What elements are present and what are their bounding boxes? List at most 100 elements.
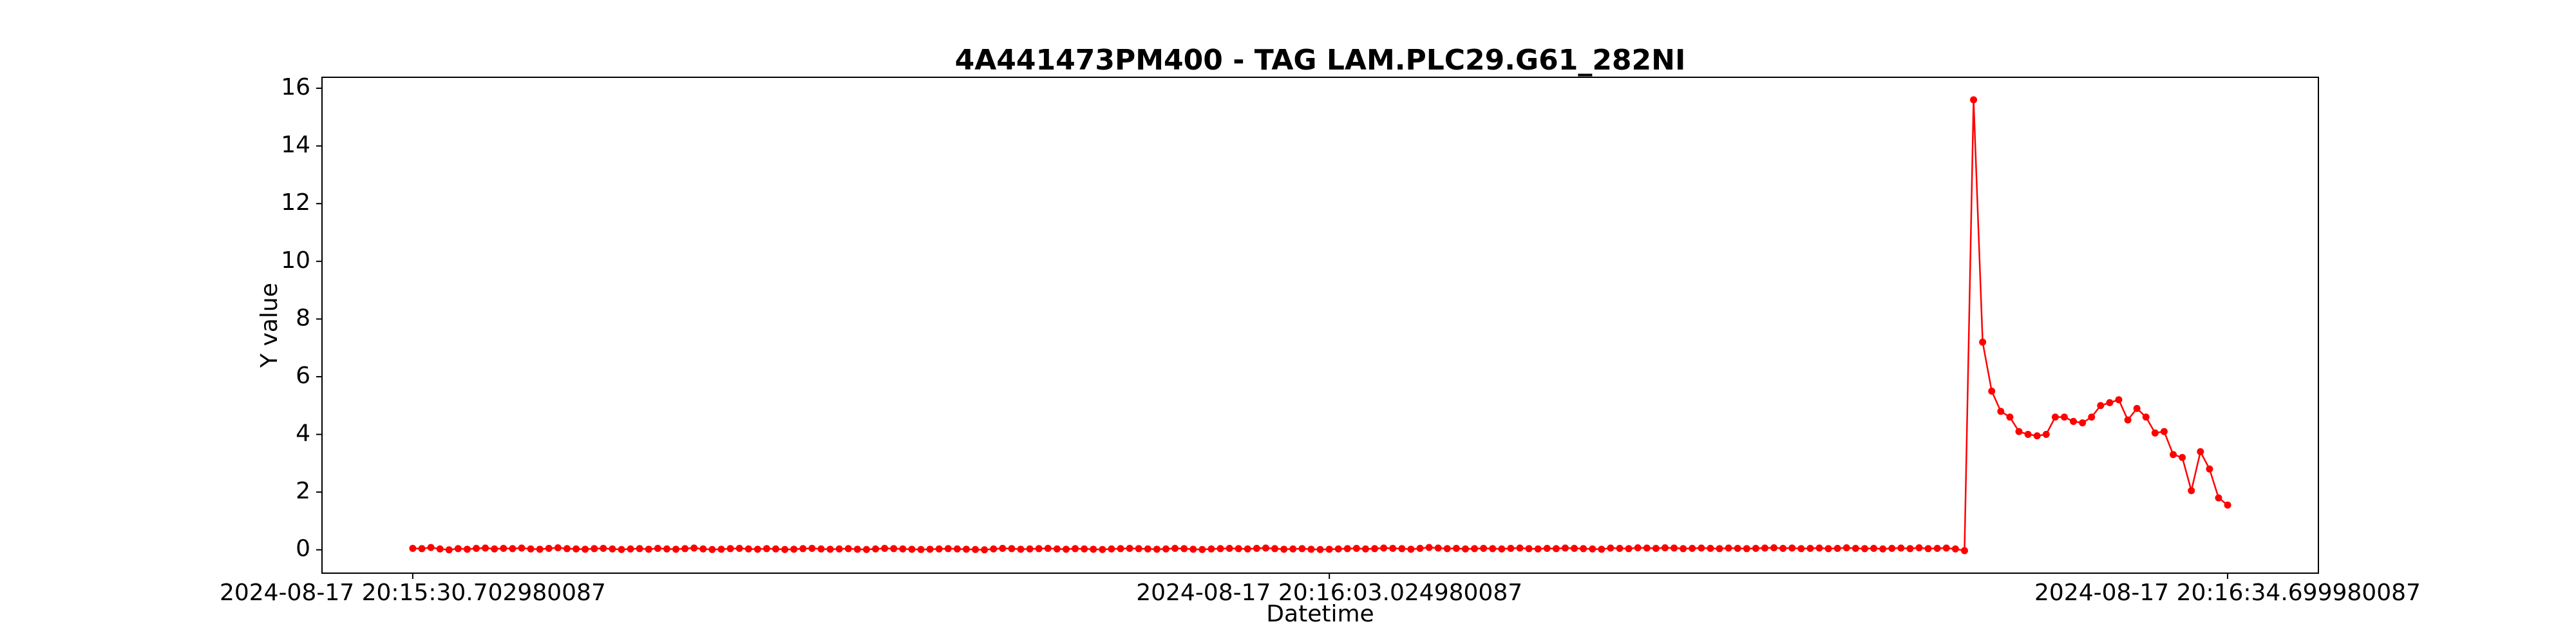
data-point: [2033, 432, 2041, 440]
data-point: [2088, 413, 2096, 421]
data-point: [1471, 545, 1479, 553]
data-point: [2151, 429, 2159, 437]
data-point: [1180, 545, 1188, 553]
data-point: [981, 546, 989, 554]
data-point: [690, 544, 698, 552]
data-point: [636, 545, 643, 553]
x-tick-label: 2024-08-17 20:15:30.702980087: [220, 580, 606, 606]
data-point: [1280, 545, 1288, 553]
data-point: [1580, 545, 1587, 553]
data-point: [972, 545, 980, 553]
data-point: [1334, 545, 1342, 553]
data-point: [1616, 544, 1624, 552]
data-point: [1461, 545, 1469, 553]
data-point: [799, 545, 807, 553]
data-point: [990, 545, 998, 553]
data-point: [1361, 545, 1369, 553]
data-point: [1707, 544, 1714, 552]
data-point: [1598, 545, 1605, 553]
data-point: [1081, 545, 1088, 553]
data-point: [573, 545, 580, 553]
data-point: [744, 545, 752, 553]
data-point: [536, 545, 544, 553]
data-point: [1298, 545, 1306, 553]
data-point: [1144, 545, 1151, 553]
data-point: [1153, 545, 1160, 553]
data-point: [2160, 428, 2168, 435]
data-point: [753, 545, 761, 553]
data-point: [1507, 544, 1515, 552]
data-point: [1026, 545, 1034, 553]
data-point: [463, 545, 471, 553]
data-point: [2197, 448, 2204, 455]
y-tick-label: 12: [281, 189, 310, 216]
data-point: [835, 545, 843, 553]
x-axis-label: Datetime: [1266, 601, 1374, 627]
data-point: [1398, 545, 1406, 553]
data-point: [1244, 545, 1251, 553]
data-point: [1970, 96, 1978, 104]
data-point: [1634, 544, 1642, 552]
data-point: [563, 545, 571, 553]
data-point: [1343, 545, 1351, 553]
data-point: [1171, 544, 1179, 552]
data-point: [735, 544, 743, 552]
data-line: [412, 99, 2228, 552]
data-point: [1897, 544, 1905, 552]
data-point: [654, 544, 661, 552]
data-point: [1625, 545, 1633, 553]
data-point: [1262, 544, 1269, 552]
data-point: [826, 545, 834, 553]
data-point: [1797, 545, 1805, 553]
data-point: [2224, 501, 2231, 509]
data-point: [2042, 431, 2050, 439]
data-point: [1761, 544, 1768, 552]
data-point: [2079, 419, 2087, 427]
data-point: [1380, 544, 1388, 552]
data-point: [1607, 544, 1615, 552]
data-point: [1389, 544, 1397, 552]
data-point: [1979, 338, 1987, 346]
data-point: [2024, 431, 2032, 439]
x-tick-label: 2024-08-17 20:16:03.024980087: [1136, 580, 1522, 606]
data-point: [708, 545, 716, 553]
data-point: [1833, 544, 1841, 552]
data-point: [1416, 544, 1424, 552]
data-point: [1235, 545, 1242, 553]
data-point: [681, 545, 689, 553]
data-point: [1099, 545, 1106, 553]
data-point: [1480, 544, 1488, 552]
y-tick-label: 6: [296, 363, 310, 389]
data-point: [1806, 544, 1814, 552]
data-point: [1924, 545, 1932, 553]
data-point: [781, 545, 789, 553]
data-point: [1752, 544, 1759, 552]
data-point: [953, 545, 961, 553]
data-point: [1407, 545, 1415, 553]
data-point: [772, 545, 780, 553]
data-point: [1571, 544, 1578, 552]
data-point: [1443, 545, 1451, 553]
data-point: [2115, 396, 2123, 404]
data-point: [1217, 545, 1224, 553]
data-point: [717, 545, 725, 553]
data-point: [1452, 544, 1460, 552]
data-point: [1671, 544, 1678, 552]
data-point: [999, 544, 1007, 552]
data-point: [1253, 544, 1260, 552]
data-point: [1888, 544, 1896, 552]
data-point: [427, 544, 435, 551]
data-point: [1135, 545, 1142, 553]
data-point: [699, 545, 707, 553]
data-point: [1870, 544, 1878, 552]
data-point: [2015, 428, 2023, 435]
data-point: [862, 545, 870, 553]
data-point: [1044, 544, 1052, 552]
y-tick-label: 10: [281, 247, 310, 274]
data-point: [844, 545, 852, 553]
data-point: [582, 545, 589, 553]
y-tick-label: 4: [296, 421, 310, 447]
data-point: [726, 545, 734, 553]
data-point: [436, 545, 444, 553]
